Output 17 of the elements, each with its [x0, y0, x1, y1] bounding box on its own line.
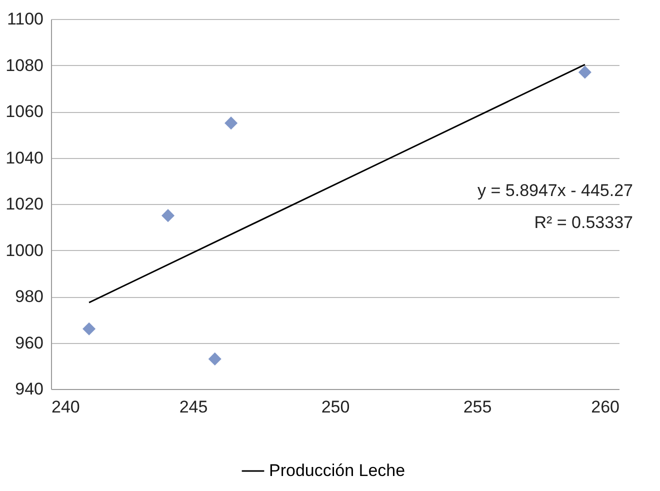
y-tick-label: 1060: [6, 102, 44, 121]
y-tick-label: 940: [15, 380, 44, 398]
y-tick-label: 1040: [6, 148, 44, 168]
y-tick-label: 1000: [6, 240, 44, 260]
x-tick-label: 250: [321, 398, 350, 416]
y-tick-label: 960: [15, 333, 44, 352]
y-tick-label: 1080: [6, 56, 44, 75]
x-tick-label: 240: [52, 398, 80, 416]
y-tick-label: 1020: [6, 194, 44, 214]
annotation: R² = 0.53337: [534, 213, 633, 232]
y-tick-label: 980: [15, 287, 44, 306]
y-tick-label: 1100: [6, 10, 44, 28]
legend-label: Producción Leche: [269, 461, 406, 480]
x-tick-label: 255: [463, 398, 492, 416]
x-tick-label: 245: [179, 398, 208, 416]
x-tick-label: 260: [591, 398, 620, 416]
annotation: y = 5.8947x - 445.27: [478, 181, 633, 200]
